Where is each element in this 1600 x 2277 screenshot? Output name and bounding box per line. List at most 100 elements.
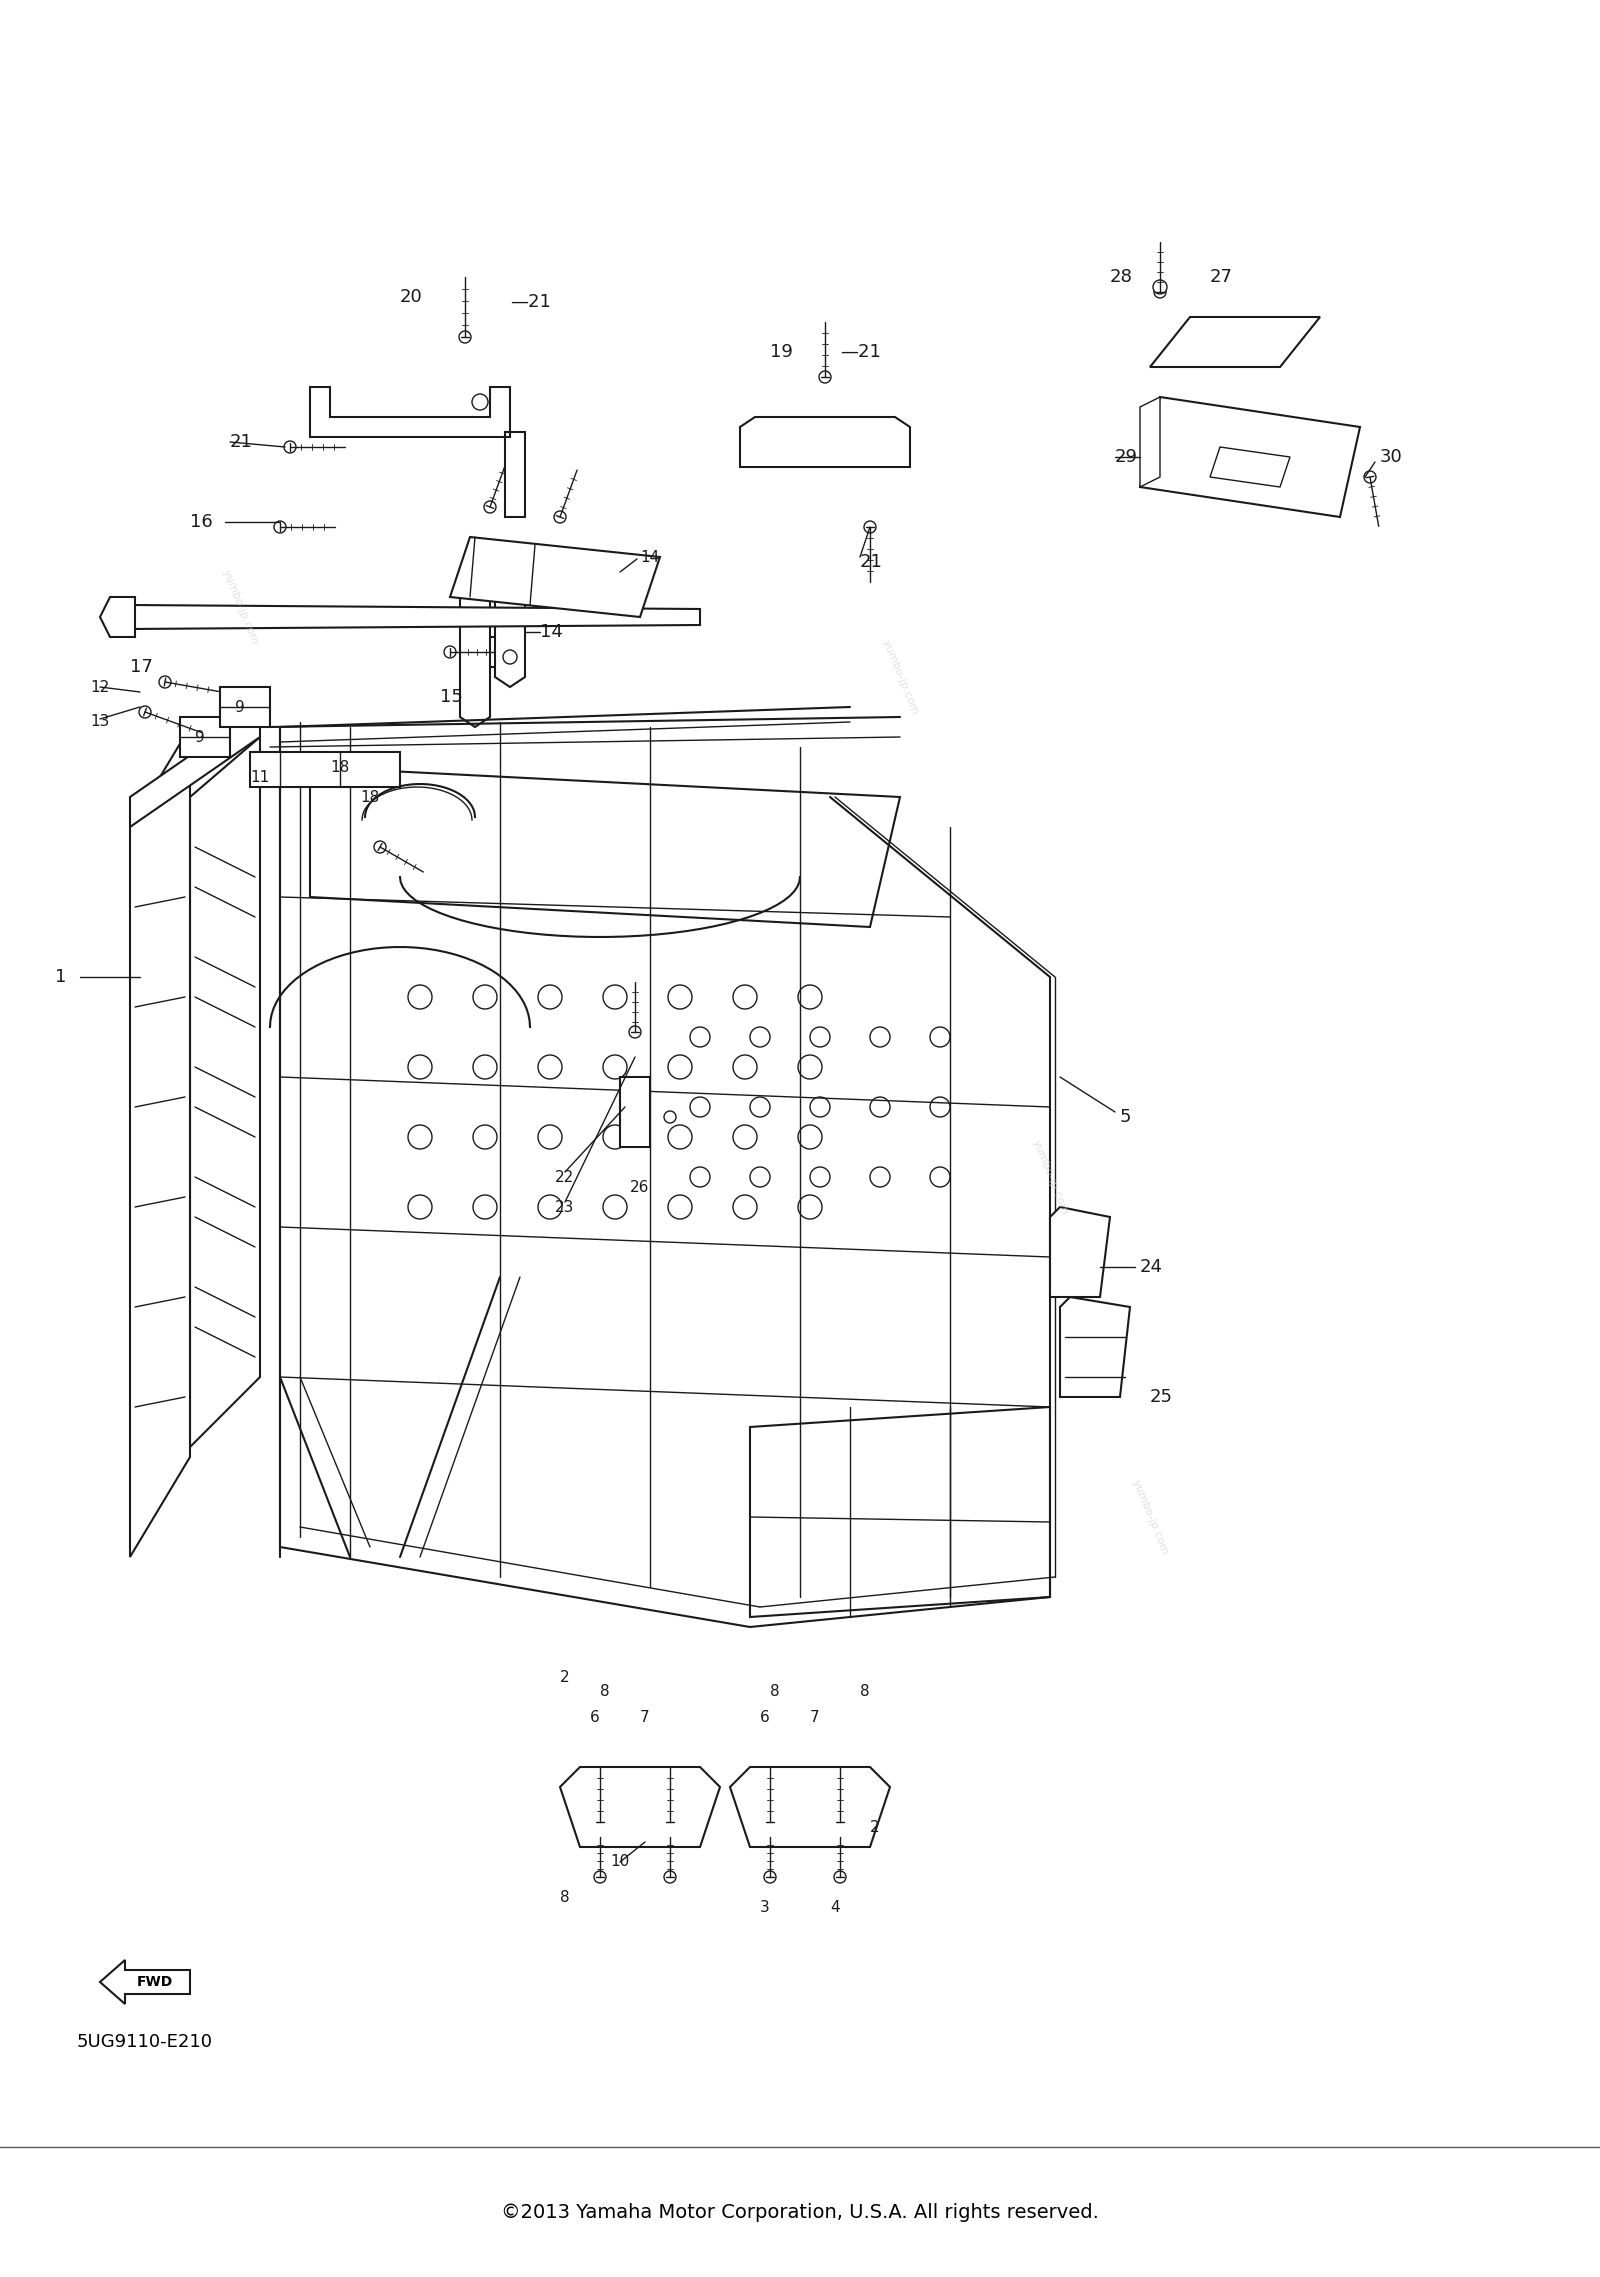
Text: 8: 8 (560, 1890, 570, 1904)
Text: yumbo-jp.com: yumbo-jp.com (880, 638, 920, 715)
Text: 18: 18 (360, 790, 379, 804)
Bar (138, 1234, 158, 1248)
Circle shape (374, 840, 386, 854)
Text: 5UG9110-E210: 5UG9110-E210 (77, 2033, 213, 2052)
Text: 30: 30 (1379, 449, 1403, 467)
Circle shape (664, 1111, 675, 1123)
Circle shape (765, 1872, 776, 1883)
Circle shape (594, 1872, 606, 1883)
Circle shape (765, 1817, 776, 1828)
Circle shape (408, 1125, 432, 1150)
Circle shape (733, 986, 757, 1009)
Circle shape (285, 442, 296, 453)
Circle shape (566, 613, 574, 622)
Circle shape (669, 1054, 691, 1079)
Polygon shape (1139, 396, 1160, 487)
Circle shape (445, 647, 456, 658)
Text: 16: 16 (190, 512, 213, 531)
Text: 17: 17 (130, 658, 154, 676)
Polygon shape (310, 767, 899, 927)
Circle shape (1062, 1359, 1078, 1375)
Circle shape (459, 330, 470, 344)
Circle shape (326, 613, 334, 622)
Text: 11: 11 (250, 770, 269, 786)
Polygon shape (250, 751, 400, 788)
Circle shape (146, 613, 154, 622)
Circle shape (733, 1125, 757, 1150)
Circle shape (594, 1817, 606, 1828)
Text: 15: 15 (440, 688, 462, 706)
Polygon shape (560, 1767, 720, 1847)
Circle shape (690, 1098, 710, 1118)
Circle shape (930, 1098, 950, 1118)
Text: 14: 14 (541, 624, 563, 642)
Circle shape (139, 706, 150, 717)
Circle shape (798, 1195, 822, 1218)
Polygon shape (99, 597, 134, 638)
Polygon shape (450, 537, 661, 617)
Circle shape (603, 1125, 627, 1150)
Text: 27: 27 (1210, 269, 1234, 287)
Circle shape (502, 649, 517, 665)
Text: 13: 13 (90, 715, 109, 729)
Text: 28: 28 (1110, 269, 1133, 287)
Text: 5: 5 (1120, 1109, 1131, 1127)
Circle shape (538, 1054, 562, 1079)
Polygon shape (99, 1960, 190, 2004)
Circle shape (1062, 1314, 1078, 1330)
Text: 9: 9 (195, 729, 205, 745)
Text: 18: 18 (330, 761, 349, 774)
Polygon shape (1150, 317, 1320, 367)
Circle shape (274, 521, 286, 533)
Circle shape (669, 1125, 691, 1150)
Text: 8: 8 (861, 1685, 870, 1699)
Circle shape (690, 1168, 710, 1186)
Text: yumbo-jp.com: yumbo-jp.com (1130, 1478, 1170, 1555)
Text: 7: 7 (810, 1710, 819, 1724)
Text: 25: 25 (1150, 1389, 1173, 1405)
Circle shape (474, 1125, 498, 1150)
Circle shape (834, 1872, 846, 1883)
Circle shape (1107, 1359, 1123, 1375)
Circle shape (750, 1168, 770, 1186)
Circle shape (733, 1054, 757, 1079)
Circle shape (798, 1125, 822, 1150)
Text: —21: —21 (510, 294, 550, 312)
Circle shape (798, 986, 822, 1009)
Circle shape (408, 986, 432, 1009)
Text: 22: 22 (555, 1170, 574, 1184)
Polygon shape (1139, 396, 1360, 517)
Circle shape (626, 613, 634, 622)
Circle shape (798, 1054, 822, 1079)
Circle shape (1314, 430, 1326, 444)
Circle shape (603, 1054, 627, 1079)
Text: 29: 29 (1115, 449, 1138, 467)
Circle shape (750, 1027, 770, 1047)
Polygon shape (190, 738, 259, 1446)
Circle shape (483, 501, 496, 512)
Text: 21: 21 (861, 553, 883, 572)
Circle shape (538, 1125, 562, 1150)
Circle shape (870, 1098, 890, 1118)
Circle shape (870, 1168, 890, 1186)
Text: 2: 2 (870, 1819, 880, 1835)
Circle shape (538, 986, 562, 1009)
Polygon shape (621, 1077, 650, 1148)
Text: 19: 19 (770, 344, 794, 362)
Circle shape (819, 371, 830, 383)
Bar (138, 1364, 158, 1378)
Circle shape (1154, 287, 1166, 298)
Circle shape (603, 1195, 627, 1218)
Circle shape (650, 1817, 670, 1838)
Text: 4: 4 (830, 1899, 840, 1915)
Polygon shape (130, 706, 259, 827)
Circle shape (664, 1872, 675, 1883)
Circle shape (690, 1027, 710, 1047)
Text: 12: 12 (90, 679, 109, 694)
Text: ©2013 Yamaha Motor Corporation, U.S.A. All rights reserved.: ©2013 Yamaha Motor Corporation, U.S.A. A… (501, 2202, 1099, 2222)
Text: 7: 7 (640, 1710, 650, 1724)
Text: 23: 23 (555, 1200, 574, 1214)
Circle shape (870, 1027, 890, 1047)
Circle shape (538, 1195, 562, 1218)
Polygon shape (730, 1767, 890, 1847)
